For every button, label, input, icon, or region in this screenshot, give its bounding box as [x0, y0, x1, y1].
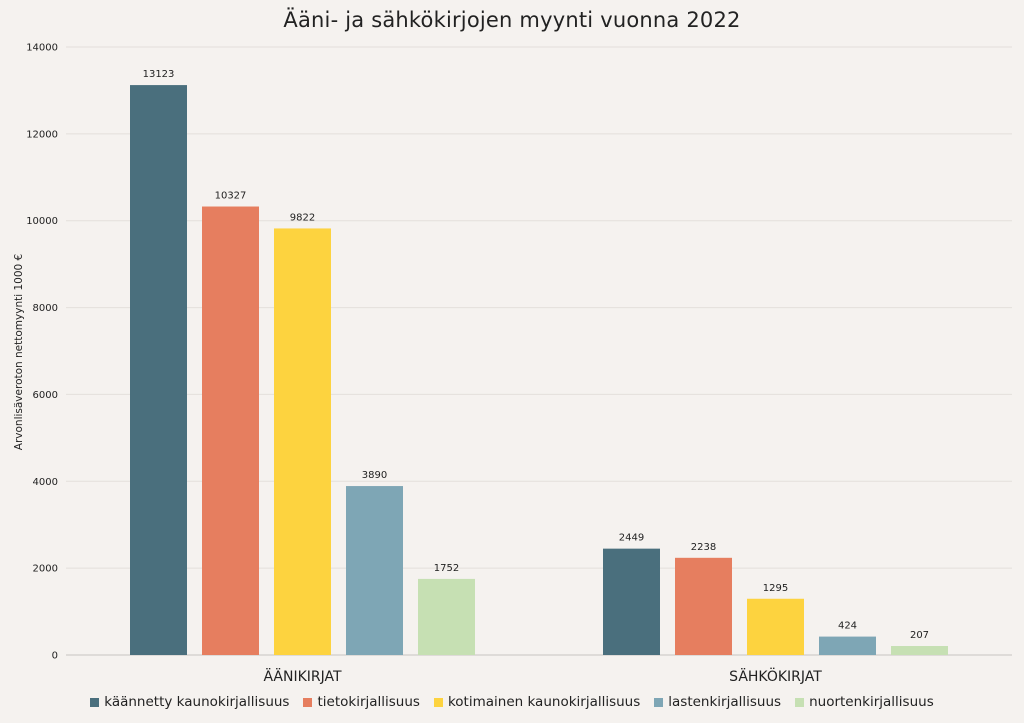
x-category-label: SÄHKÖKIRJAT: [729, 667, 822, 685]
y-tick-label: 12000: [26, 129, 58, 140]
y-tick-label: 6000: [33, 390, 58, 401]
y-tick-label: 10000: [26, 216, 58, 227]
data-label: 3890: [362, 470, 387, 481]
y-tick-label: 8000: [33, 303, 58, 314]
data-label: 424: [838, 621, 857, 632]
bar: [418, 578, 475, 655]
x-category-label: ÄÄNIKIRJAT: [263, 667, 342, 685]
y-tick-label: 14000: [26, 43, 58, 54]
data-label: 2449: [619, 533, 644, 544]
legend-entry: kotimainen kaunokirjallisuus: [433, 694, 641, 710]
y-tick-label: 2000: [33, 564, 58, 575]
bar: [274, 228, 331, 655]
legend-label: käännetty kaunokirjallisuus: [104, 694, 290, 710]
y-tick-label: 0: [52, 651, 58, 662]
bar: [819, 636, 876, 655]
data-label: 13123: [143, 69, 175, 80]
bar: [891, 646, 948, 655]
bar: [747, 598, 804, 655]
bar: [675, 557, 732, 655]
data-label: 9822: [290, 212, 315, 223]
legend: käännetty kaunokirjallisuus tietokirjalli…: [0, 694, 1024, 710]
legend-swatch: [303, 697, 313, 707]
legend-swatch: [654, 697, 664, 707]
legend-entry: nuortenkirjallisuus: [795, 694, 934, 710]
legend-swatch: [90, 697, 100, 707]
data-label: 2238: [691, 542, 716, 553]
bar: [346, 486, 403, 655]
data-label: 207: [910, 630, 929, 641]
bar: [603, 548, 660, 655]
legend-entry: käännetty kaunokirjallisuus: [90, 694, 289, 710]
legend-label: tietokirjallisuus: [317, 694, 420, 710]
legend-label: nuortenkirjallisuus: [809, 694, 934, 710]
legend-entry: lastenkirjallisuus: [654, 694, 781, 710]
legend-label: lastenkirjallisuus: [668, 694, 782, 710]
bar: [202, 206, 259, 656]
legend-swatch: [433, 697, 443, 707]
bar: [130, 85, 187, 656]
chart-title: Ääni- ja sähkökirjojen myynti vuonna 202…: [283, 8, 741, 32]
data-label: 1752: [434, 563, 459, 574]
legend-label: kotimainen kaunokirjallisuus: [447, 694, 641, 710]
data-label: 1295: [763, 583, 788, 594]
y-tick-label: 4000: [33, 477, 58, 488]
legend-entry: tietokirjallisuus: [303, 694, 420, 710]
data-label: 10327: [215, 191, 247, 202]
legend-swatch: [795, 697, 805, 707]
